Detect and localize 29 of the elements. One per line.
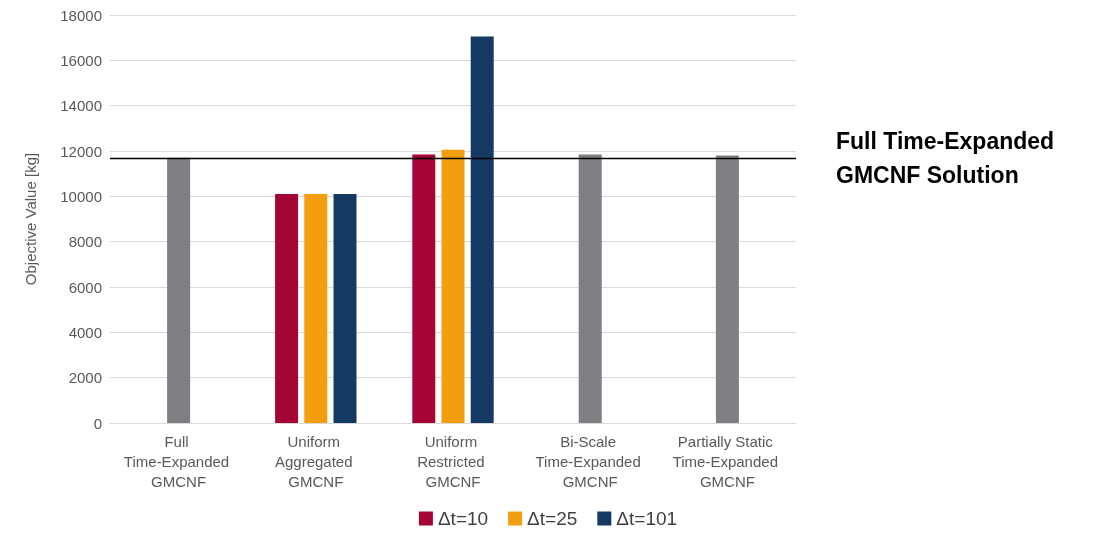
y-tick-label: 10000: [60, 187, 102, 205]
y-tick-label: 16000: [60, 51, 102, 69]
legend-label: Δt=10: [437, 508, 489, 529]
y-tick-label: 0: [93, 414, 102, 432]
bar: [304, 194, 328, 423]
y-tick-label: 2000: [68, 369, 102, 387]
x-tick-label: Full Time-Expanded GMCNF: [123, 432, 234, 490]
x-tick-label: Bi-Scale Time-Expanded GMCNF: [535, 432, 645, 490]
y-tick-label: 4000: [68, 323, 102, 341]
bar: [167, 157, 191, 423]
x-tick-label: Uniform Aggregated GMCNF: [274, 432, 357, 490]
bar: [412, 154, 436, 423]
y-tick-label: 12000: [60, 142, 102, 160]
bar: [470, 36, 494, 423]
y-tick-label: 8000: [68, 233, 102, 251]
bar: [715, 155, 739, 423]
y-tick-label: 6000: [68, 278, 102, 296]
y-tick-label: 14000: [60, 97, 102, 115]
bar: [333, 194, 357, 423]
legend-label: Δt=101: [616, 508, 678, 529]
x-tick-label: Partially Static Time-Expanded GMCNF: [672, 432, 783, 490]
y-axis-title: Objective Value [kg]: [22, 152, 39, 286]
bar: [578, 154, 602, 423]
y-tick-label: 18000: [60, 6, 102, 24]
legend-label: Δt=25: [527, 508, 578, 529]
bar: [441, 149, 465, 423]
x-tick-label: Uniform Restricted GMCNF: [417, 432, 489, 490]
bar: [275, 194, 299, 423]
ref-line-label: Full Time-Expanded GMCNF Solution: [836, 127, 1061, 188]
